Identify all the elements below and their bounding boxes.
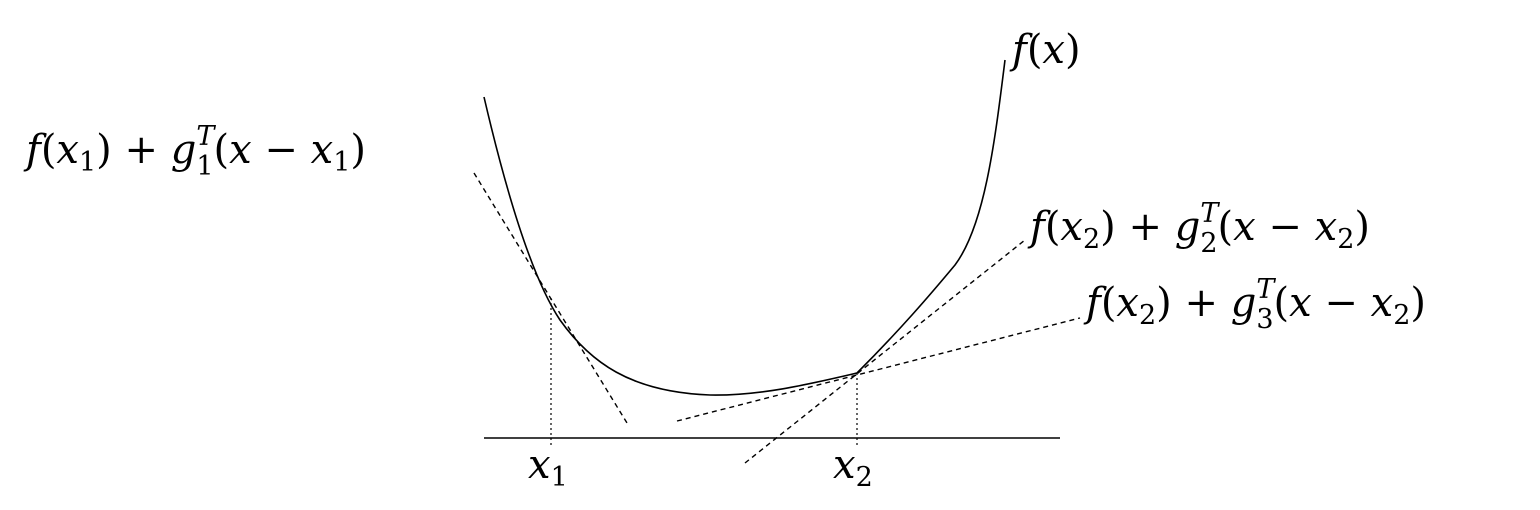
tangent-label-2: f(x2) + gT 2(x − x2) [1027,198,1370,259]
tangent-line-2 [744,239,1026,464]
function-curve [483,59,1006,396]
tick-label-x1: x1 [528,442,568,493]
curve-label: f(x) [1009,27,1081,73]
tangent-label-3: f(x2) + gT 3(x − x2) [1083,274,1426,335]
tangent-line-3 [676,317,1081,422]
tick-label-x2: x2 [833,442,873,493]
tangent-label-1: f(x1) + gT 1(x − x1) [23,121,366,182]
